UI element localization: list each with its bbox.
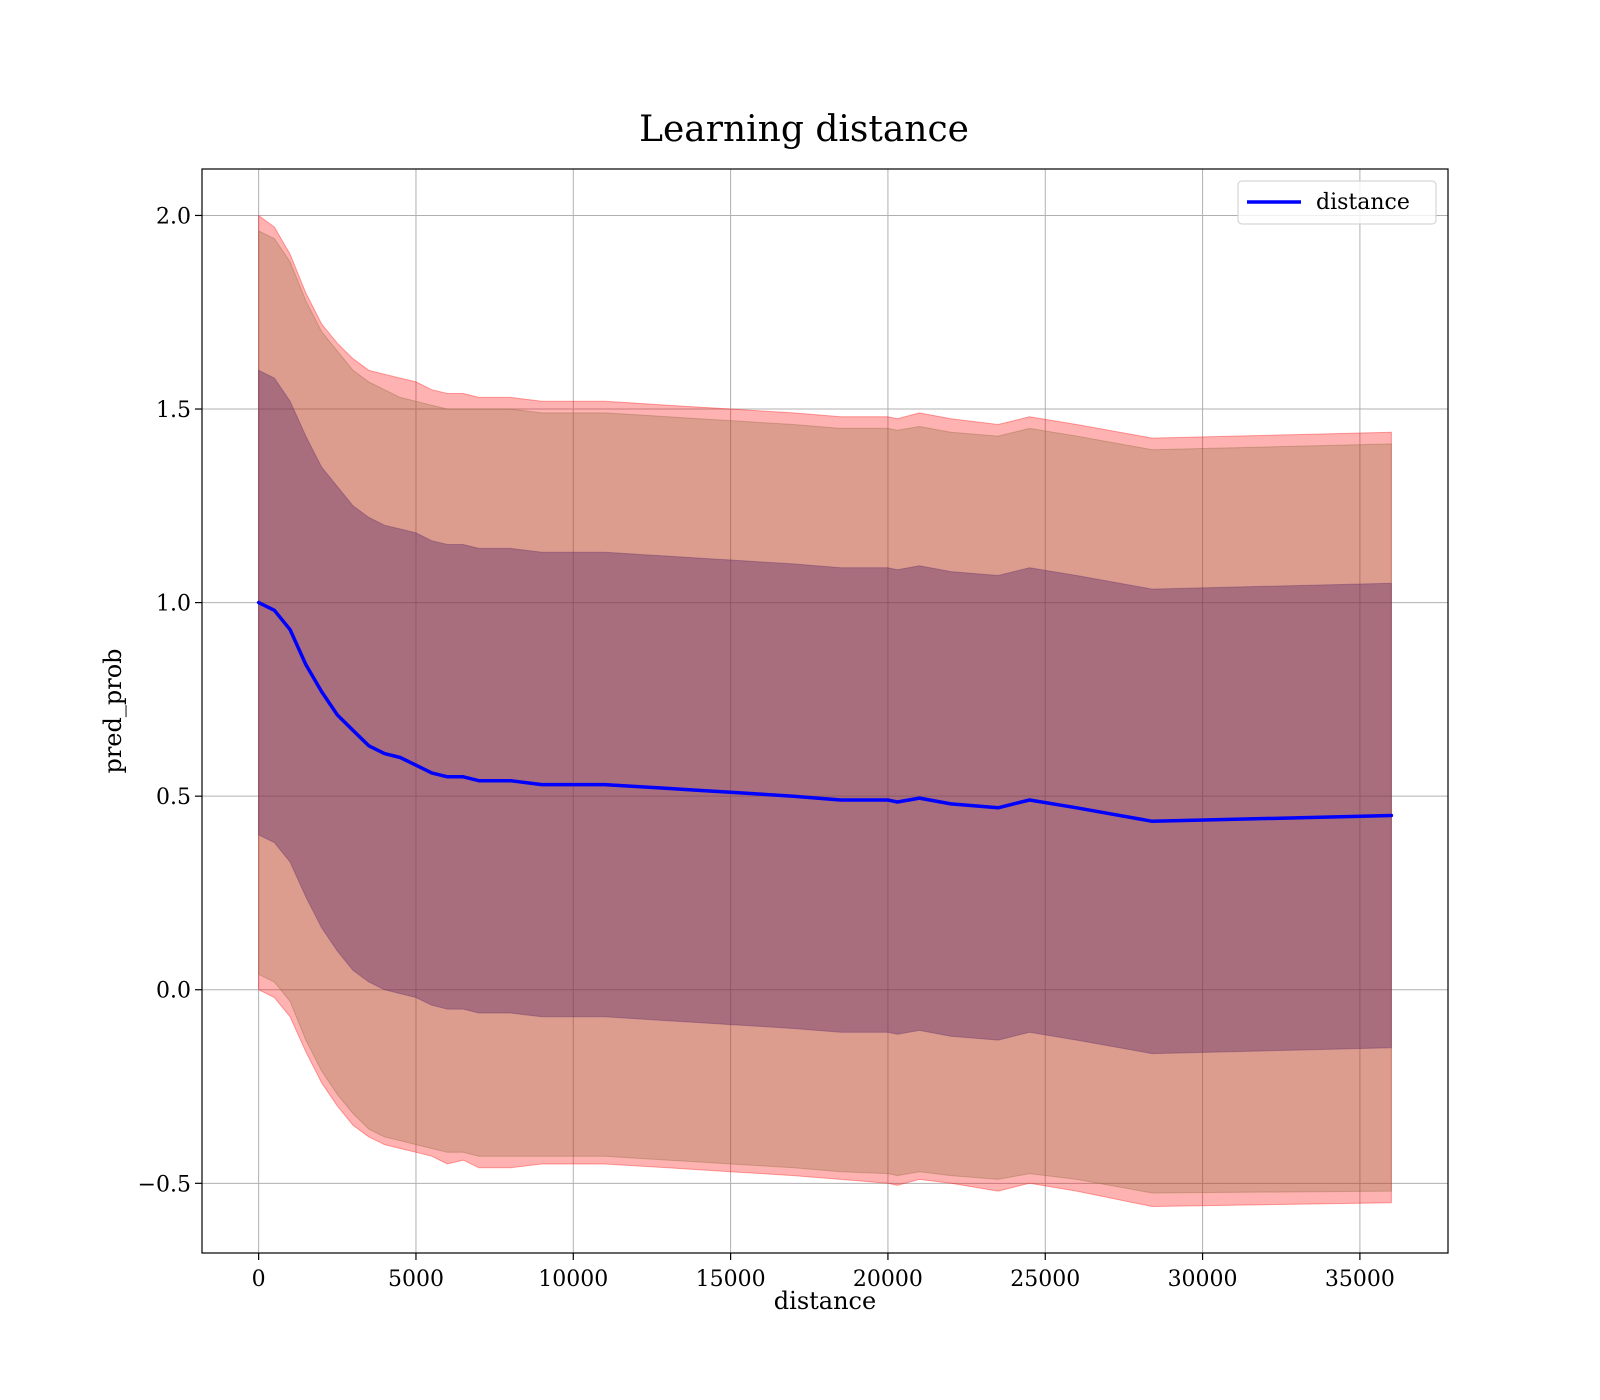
x-axis-label: distance: [774, 1287, 876, 1315]
series: [256, 600, 1394, 824]
x-tick-label-1: 5000: [388, 1267, 444, 1292]
legend-box: [1237, 180, 1437, 225]
band-inner: [258, 369, 1392, 1055]
y-tick-label-0: −0.5: [138, 1172, 191, 1197]
y-axis: −0.5 0.0 0.5 1.0 1.5 2.0: [138, 204, 202, 1197]
x-tick-label-5: 25000: [1010, 1267, 1080, 1292]
x-tick-label-2: 10000: [538, 1267, 608, 1292]
chart-title: Learning distance: [639, 109, 969, 150]
y-tick-label-2: 0.5: [156, 785, 191, 810]
plot-frame: [201, 168, 1449, 1254]
band-outer: [258, 214, 1392, 1208]
y-tick-label-1: 0.0: [156, 979, 191, 1004]
legend: distance: [1237, 180, 1437, 225]
legend-label-distance: distance: [1316, 190, 1410, 215]
x-tick-label-0: 0: [252, 1267, 266, 1292]
bands: [258, 214, 1392, 1208]
band-middle: [258, 230, 1392, 1194]
x-axis: 0 5000 10000 15000 20000 25000 30000 35000: [252, 1253, 1395, 1292]
y-tick-label-3: 1.0: [156, 592, 191, 617]
y-tick-label-5: 2.0: [156, 204, 191, 229]
x-tick-label-4: 20000: [853, 1267, 923, 1292]
grid: [202, 169, 1448, 1253]
x-tick-label-3: 15000: [696, 1267, 766, 1292]
x-tick-label-6: 30000: [1168, 1267, 1238, 1292]
y-tick-label-4: 1.5: [156, 398, 191, 423]
x-tick-label-7: 35000: [1325, 1267, 1395, 1292]
series-line-0: [256, 600, 1394, 824]
y-axis-label: pred_prob: [99, 648, 127, 773]
